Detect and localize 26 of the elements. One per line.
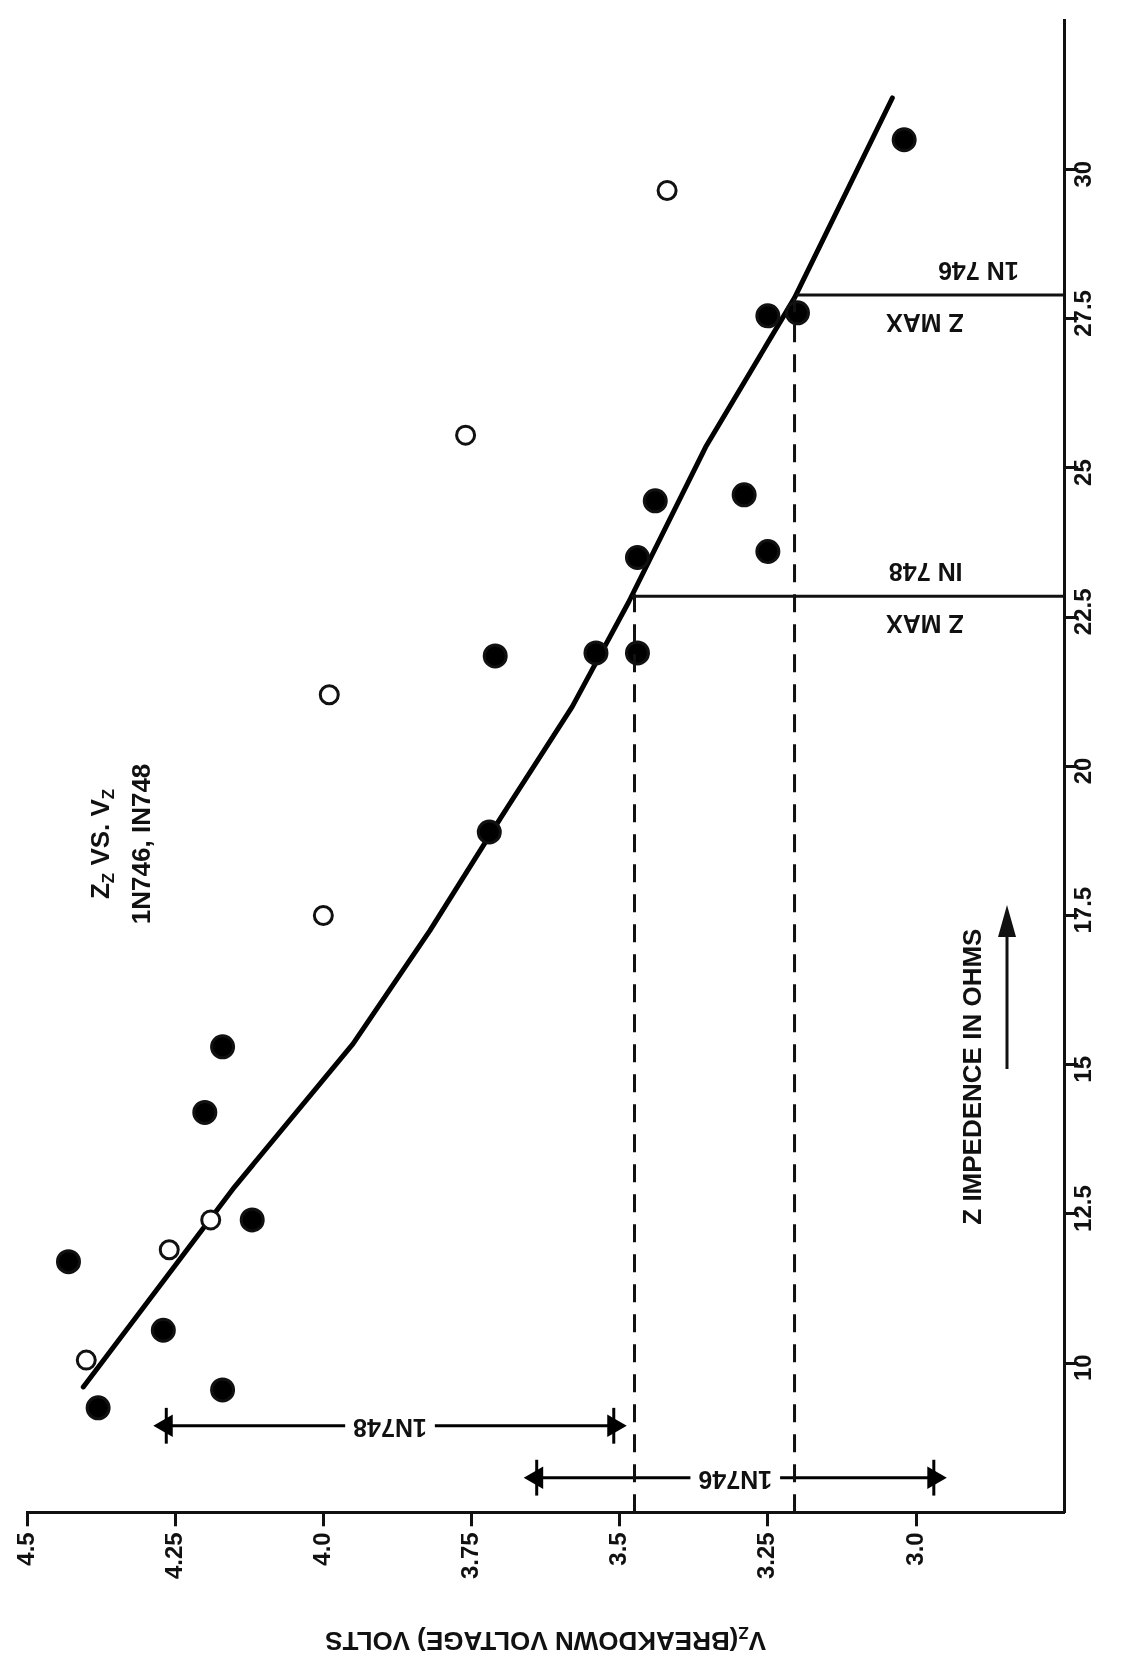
x-tick-label: 4.0 (307, 1532, 335, 1566)
x-tick-label: 3.5 (604, 1532, 632, 1566)
x-axis-title: VZ(BREAKDOWN VOLTAGE) VOLTS (325, 1622, 766, 1656)
series-label: 1N746 (698, 1465, 773, 1494)
ref-line-label: 1N 746 (938, 257, 1019, 286)
x-tick-label: 3.0 (900, 1532, 928, 1566)
y-tick-label: 12.5 (1068, 1185, 1096, 1232)
y-tick-label: 10 (1068, 1354, 1096, 1382)
y-tick-label: 17.5 (1068, 886, 1096, 934)
y-tick-label: 15 (1068, 1056, 1096, 1083)
ref-line-label: IN 748 (888, 558, 963, 587)
y-tick-label: 20 (1068, 757, 1096, 785)
y-tick-label: 22.5 (1068, 588, 1096, 636)
y-axis-title: Z IMPEDENCE IN OHMS (957, 928, 988, 1225)
text: ZZ VS. VZ (84, 788, 119, 900)
x-tick-label: 4.5 (11, 1532, 39, 1566)
series-label: 1N748 (353, 1413, 427, 1442)
x-tick-label: 3.75 (456, 1532, 484, 1580)
y-tick-label: 27.5 (1068, 290, 1096, 337)
y-tick-label: 30 (1068, 160, 1096, 188)
text: 1N746, IN748 (126, 763, 157, 925)
y-tick-label: 25 (1068, 459, 1096, 486)
x-tick-label: 4.25 (159, 1532, 187, 1580)
annotation: Z MAX (885, 309, 964, 338)
x-tick-label: 3.25 (752, 1532, 780, 1580)
annotation: Z MAX (885, 610, 964, 639)
